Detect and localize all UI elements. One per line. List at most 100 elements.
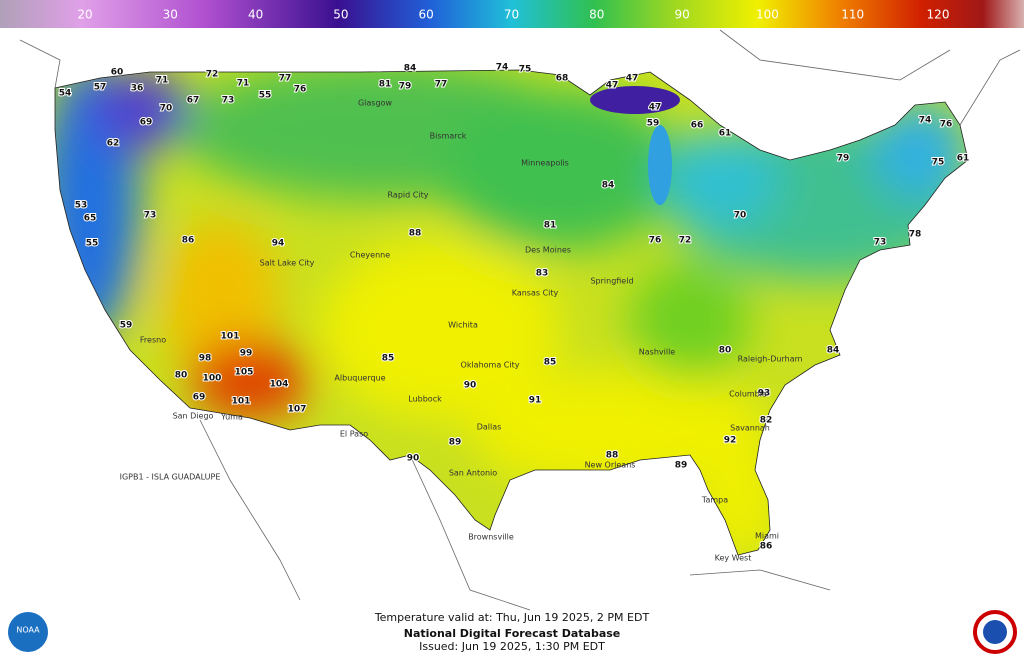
temperature-label: 86 (182, 236, 195, 246)
temperature-label: 73 (874, 238, 887, 248)
city-label: Lubbock (408, 395, 442, 404)
temperature-field (55, 70, 968, 555)
temperature-label: 47 (606, 81, 619, 91)
temperature-label: 55 (259, 91, 272, 101)
city-label: Yuma (220, 413, 243, 422)
scale-label: 110 (841, 8, 864, 22)
temperature-label: 101 (232, 397, 251, 407)
temperature-label: 76 (294, 85, 307, 95)
temperature-label: 93 (758, 389, 771, 399)
city-label: Nashville (639, 348, 676, 357)
temperature-label: 105 (235, 368, 254, 378)
temperature-label: 80 (175, 371, 188, 381)
temperature-label: 67 (187, 96, 200, 106)
city-label: Dallas (477, 423, 502, 432)
temperature-label: 62 (107, 139, 120, 149)
temperature-label: 77 (435, 80, 448, 90)
city-label: Kansas City (512, 289, 559, 298)
noaa-logo (8, 612, 48, 652)
temperature-label: 84 (602, 181, 615, 191)
scale-label: 80 (589, 8, 604, 22)
scale-label: 60 (419, 8, 434, 22)
city-label: Key West (715, 554, 752, 563)
temperature-label: 100 (203, 374, 222, 384)
city-label: Cheyenne (350, 251, 390, 260)
lake-superior (590, 86, 680, 114)
city-label: Bismarck (430, 132, 467, 141)
neighbor-outlines (19, 29, 1021, 611)
temperature-label: 75 (519, 65, 532, 75)
temperature-label: 72 (206, 70, 219, 80)
scale-label: 50 (333, 8, 348, 22)
city-label: New Orleans (585, 461, 636, 470)
scale-label: 90 (674, 8, 689, 22)
temperature-label: 92 (724, 436, 737, 446)
temperature-label: 88 (409, 229, 422, 239)
scale-label: 30 (163, 8, 178, 22)
temperature-label: 75 (932, 158, 945, 168)
scale-label: 100 (756, 8, 779, 22)
city-label: Glasgow (358, 99, 392, 108)
temperature-label: 84 (404, 64, 417, 74)
city-label: Springfield (590, 277, 633, 286)
temperature-label: 66 (691, 121, 704, 131)
temperature-label: 84 (827, 346, 840, 356)
temperature-label: 71 (156, 76, 169, 86)
temperature-label: 90 (407, 454, 420, 464)
scale-label: 120 (927, 8, 950, 22)
temperature-label: 74 (919, 116, 932, 126)
temperature-label: 74 (496, 63, 509, 73)
temperature-label: 59 (647, 119, 660, 129)
temperature-label: 70 (734, 211, 747, 221)
scale-label: 40 (248, 8, 263, 22)
temperature-label: 77 (279, 74, 292, 84)
station-label: IGPB1 - ISLA GUADALUPE (120, 473, 221, 482)
city-label: Oklahoma City (461, 361, 520, 370)
city-label: Tampa (701, 496, 728, 505)
temperature-label: 91 (529, 396, 542, 406)
city-label: Raleigh-Durham (738, 355, 803, 364)
temperature-label: 60 (111, 68, 124, 78)
noaa-logo-text: NOAA (16, 626, 40, 635)
temperature-label: 70 (160, 104, 173, 114)
city-label: Savannah (730, 424, 770, 433)
city-label: San Antonio (449, 469, 497, 478)
temperature-label: 101 (221, 332, 240, 342)
temperature-label: 89 (449, 438, 462, 448)
temperature-label: 90 (464, 381, 477, 391)
issued-time: Issued: Jun 19 2025, 1:30 PM EDT (419, 640, 605, 653)
temperature-label: 89 (675, 461, 688, 471)
temperature-label: 99 (240, 349, 253, 359)
temperature-label: 88 (606, 451, 619, 461)
temperature-label: 53 (75, 201, 88, 211)
temperature-label: 81 (379, 80, 392, 90)
city-label: Miami (755, 532, 779, 541)
temperature-label: 78 (909, 230, 922, 240)
city-label: Salt Lake City (260, 259, 315, 268)
color-scale-bar (0, 0, 1024, 28)
city-label: Minneapolis (521, 159, 569, 168)
temperature-label: 54 (59, 89, 72, 99)
temperature-label: 73 (144, 211, 157, 221)
temperature-label: 61 (719, 129, 732, 139)
temperature-label: 86 (760, 542, 773, 552)
temperature-label: 82 (760, 416, 773, 426)
temperature-label: 98 (199, 354, 212, 364)
city-label: Rapid City (388, 191, 429, 200)
temperature-label: 57 (94, 83, 107, 93)
city-label: Fresno (140, 336, 166, 345)
temperature-label: 76 (649, 236, 662, 246)
temperature-label: 61 (957, 154, 970, 164)
temperature-label: 107 (288, 405, 307, 415)
temperature-label: 85 (544, 358, 557, 368)
temperature-label: 104 (270, 380, 289, 390)
temperature-label: 81 (544, 221, 557, 231)
scale-label: 70 (504, 8, 519, 22)
valid-time: Temperature valid at: Thu, Jun 19 2025, … (374, 611, 650, 624)
temperature-label: 47 (649, 103, 662, 113)
scale-label: 20 (77, 8, 92, 22)
temperature-label: 65 (84, 214, 97, 224)
temperature-label: 69 (140, 118, 153, 128)
